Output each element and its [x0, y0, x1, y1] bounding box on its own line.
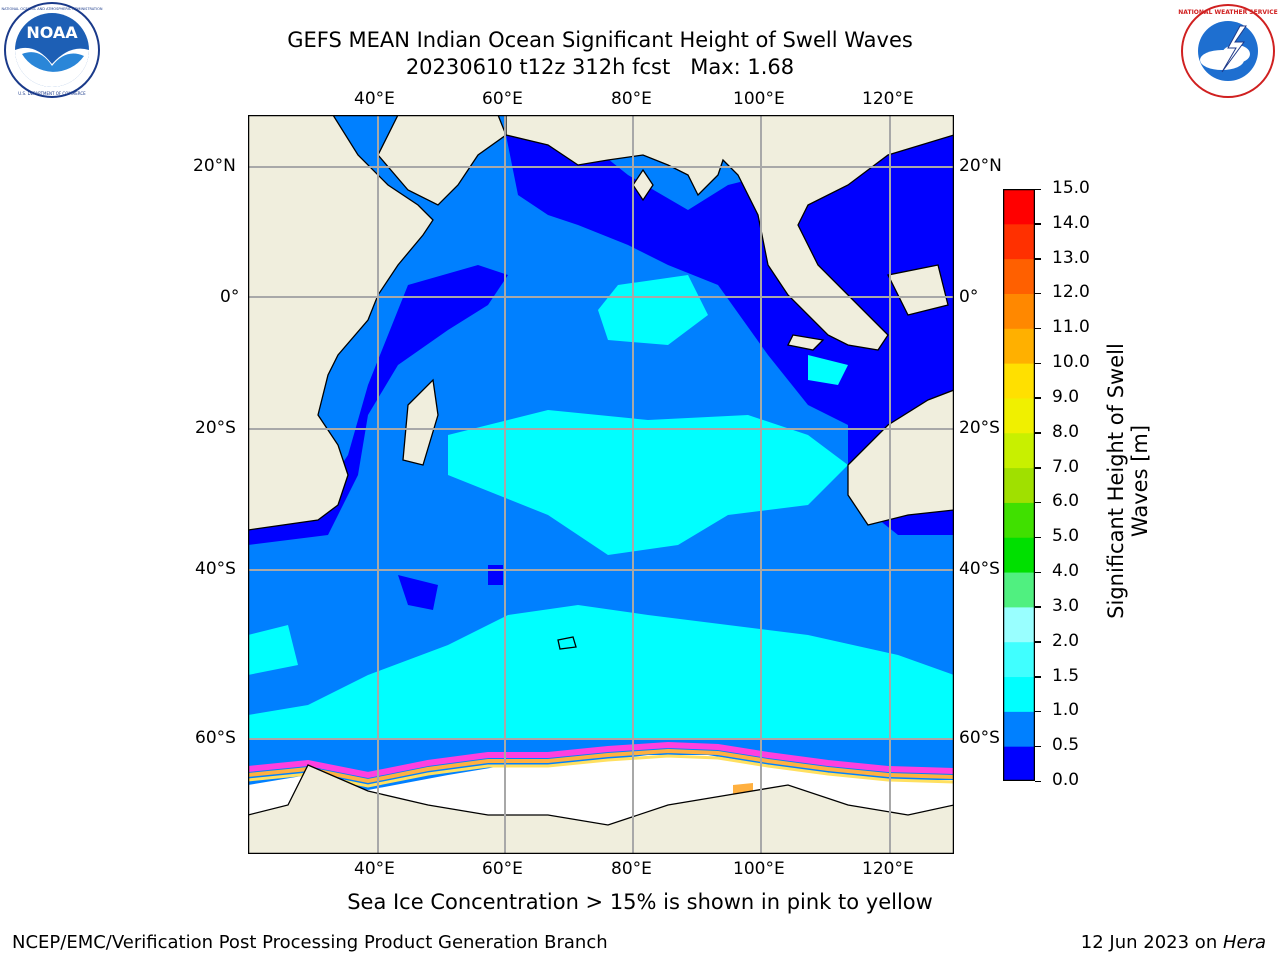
noaa-ring-bottom: U.S. DEPARTMENT OF COMMERCE: [18, 91, 86, 96]
colorbar-tick-mark-14: [1035, 292, 1041, 295]
colorbar-tick-mark-5: [1035, 606, 1041, 608]
colorbar-tick-label-4: 2.0: [1052, 630, 1080, 651]
colorbar-tick-label-5: 3.0: [1052, 595, 1080, 616]
lon-tick-bottom-80e: 80°E: [611, 859, 652, 879]
colorbar-tick-label-10: 8.0: [1052, 421, 1080, 442]
lon-tick-bottom-100e: 100°E: [733, 859, 785, 879]
colorbar-tick-label-9: 7.0: [1052, 456, 1080, 477]
colorbar-tick-label-7: 5.0: [1052, 526, 1080, 547]
colorbar-tick-mark-0: [1035, 780, 1041, 782]
lon-tick-top-60e: 60°E: [482, 89, 523, 109]
map-gridlines: [248, 115, 954, 854]
colorbar-tick-mark-15: [1035, 258, 1041, 260]
colorbar-segment-3: [1003, 641, 1035, 678]
colorbar-segment-8: [1003, 467, 1035, 503]
lat-tick-left-20s: 20°S: [195, 418, 236, 438]
colorbar-tick-mark-7: [1035, 536, 1041, 539]
colorbar-tick-label-1: 0.5: [1052, 735, 1080, 756]
colorbar-tick-mark-3: [1035, 676, 1041, 678]
colorbar-tick-label-15: 13.0: [1052, 247, 1090, 268]
lat-tick-left-0: 0°: [220, 287, 240, 307]
lat-tick-right-20n: 20°N: [959, 156, 1002, 176]
colorbar-tick-label-0: 0.0: [1052, 770, 1080, 790]
colorbar-segment-4: [1003, 606, 1035, 643]
colorbar-segment-13: [1003, 293, 1035, 329]
ice-edge-pink: [248, 741, 954, 779]
colorbar-segment-9: [1003, 432, 1035, 469]
colorbar-tick-mark-13: [1035, 327, 1041, 330]
colorbar-tick-mark-6: [1035, 571, 1041, 574]
colorbar-tick-mark-4: [1035, 641, 1041, 643]
ice-edge-orange: [248, 748, 954, 784]
colorbar-tick-label-17: 15.0: [1052, 178, 1090, 198]
colorbar-tick-mark-9: [1035, 467, 1041, 469]
lon-tick-top-100e: 100°E: [733, 89, 785, 109]
colorbar-tick-label-11: 9.0: [1052, 386, 1080, 407]
map-subtitle: 20230610 t12z 312h fcst Max: 1.68: [405, 55, 795, 79]
lat-tick-right-60s: 60°S: [959, 728, 1000, 748]
colorbar-segment-16: [1003, 189, 1035, 225]
colorbar-segment-5: [1003, 572, 1035, 608]
colorbar-title-line1: Significant Height of Swell: [1104, 343, 1128, 619]
colorbar-tick-mark-1: [1035, 745, 1041, 748]
colorbar-segment-2: [1003, 676, 1035, 712]
colorbar-frame: [1003, 189, 1035, 781]
ice-edge-yellow: [248, 754, 954, 788]
colorbar-segment-0: [1003, 746, 1035, 781]
footer-date-text: 12 Jun 2023 on: [1080, 932, 1223, 953]
lon-tick-top-40e: 40°E: [354, 89, 395, 109]
colorbar-segment-15: [1003, 223, 1035, 260]
colorbar-tick-label-6: 4.0: [1052, 561, 1080, 582]
nws-logo: NATIONAL WEATHER SERVICE: [1178, 4, 1278, 98]
colorbar-segment-14: [1003, 258, 1035, 294]
colorbar-tick-label-2: 1.0: [1052, 700, 1080, 721]
footer-branch: NCEP/EMC/Verification Post Processing Pr…: [12, 932, 608, 953]
colorbar-segment-10: [1003, 397, 1035, 434]
lat-tick-right-20s: 20°S: [959, 418, 1000, 438]
colorbar-tick-mark-17: [1035, 188, 1041, 190]
colorbar-tick-mark-8: [1035, 501, 1041, 504]
map-plot: [248, 115, 954, 854]
colorbar-segment-7: [1003, 502, 1035, 538]
colorbar-title-line2: Waves [m]: [1128, 424, 1152, 538]
map-frame: [248, 115, 954, 854]
colorbar-tick-mark-11: [1035, 397, 1041, 399]
noaa-ring-top: NATIONAL OCEANIC AND ATMOSPHERIC ADMINIS…: [2, 7, 103, 11]
kerguelen-island: [557, 636, 577, 650]
lat-tick-left-20n: 20°N: [193, 156, 236, 176]
footer-date: 12 Jun 2023 on Hera: [1081, 932, 1266, 953]
nws-ring-text: NATIONAL WEATHER SERVICE: [1178, 9, 1277, 16]
colorbar-tick-label-13: 11.0: [1052, 317, 1090, 338]
colorbar: [1003, 189, 1035, 781]
noaa-logo: NOAA NATIONAL OCEANIC AND ATMOSPHERIC AD…: [2, 2, 103, 98]
colorbar-tick-label-12: 10.0: [1052, 352, 1090, 373]
colorbar-segment-12: [1003, 328, 1035, 364]
lat-tick-right-0: 0°: [959, 287, 979, 307]
lon-tick-top-120e: 120°E: [862, 89, 914, 109]
lat-tick-left-60s: 60°S: [195, 728, 236, 748]
lat-tick-right-40s: 40°S: [959, 559, 1000, 579]
lon-tick-top-80e: 80°E: [611, 89, 652, 109]
colorbar-segment-6: [1003, 537, 1035, 573]
colorbar-tick-mark-2: [1035, 710, 1041, 713]
colorbar-segment-1: [1003, 711, 1035, 747]
colorbar-tick-label-3: 1.5: [1052, 665, 1080, 686]
map-title: GEFS MEAN Indian Ocean Significant Heigh…: [287, 28, 913, 52]
mid-swell-regions: [248, 275, 954, 740]
colorbar-tick-mark-16: [1035, 223, 1041, 225]
colorbar-tick-label-14: 12.0: [1052, 282, 1090, 303]
lon-tick-bottom-40e: 40°E: [354, 859, 395, 879]
colorbar-tick-mark-10: [1035, 432, 1041, 434]
lon-tick-bottom-120e: 120°E: [862, 859, 914, 879]
colorbar-tick-label-8: 6.0: [1052, 491, 1080, 512]
lon-tick-bottom-60e: 60°E: [482, 859, 523, 879]
lat-tick-left-40s: 40°S: [195, 559, 236, 579]
footer-host: Hera: [1222, 932, 1266, 953]
colorbar-tick-mark-12: [1035, 362, 1041, 365]
land-masses: [248, 115, 954, 854]
sea-ice-note: Sea Ice Concentration > 15% is shown in …: [347, 890, 933, 914]
colorbar-segment-11: [1003, 363, 1035, 399]
colorbar-tick-label-16: 14.0: [1052, 212, 1090, 233]
noaa-logo-text: NOAA: [26, 23, 78, 42]
